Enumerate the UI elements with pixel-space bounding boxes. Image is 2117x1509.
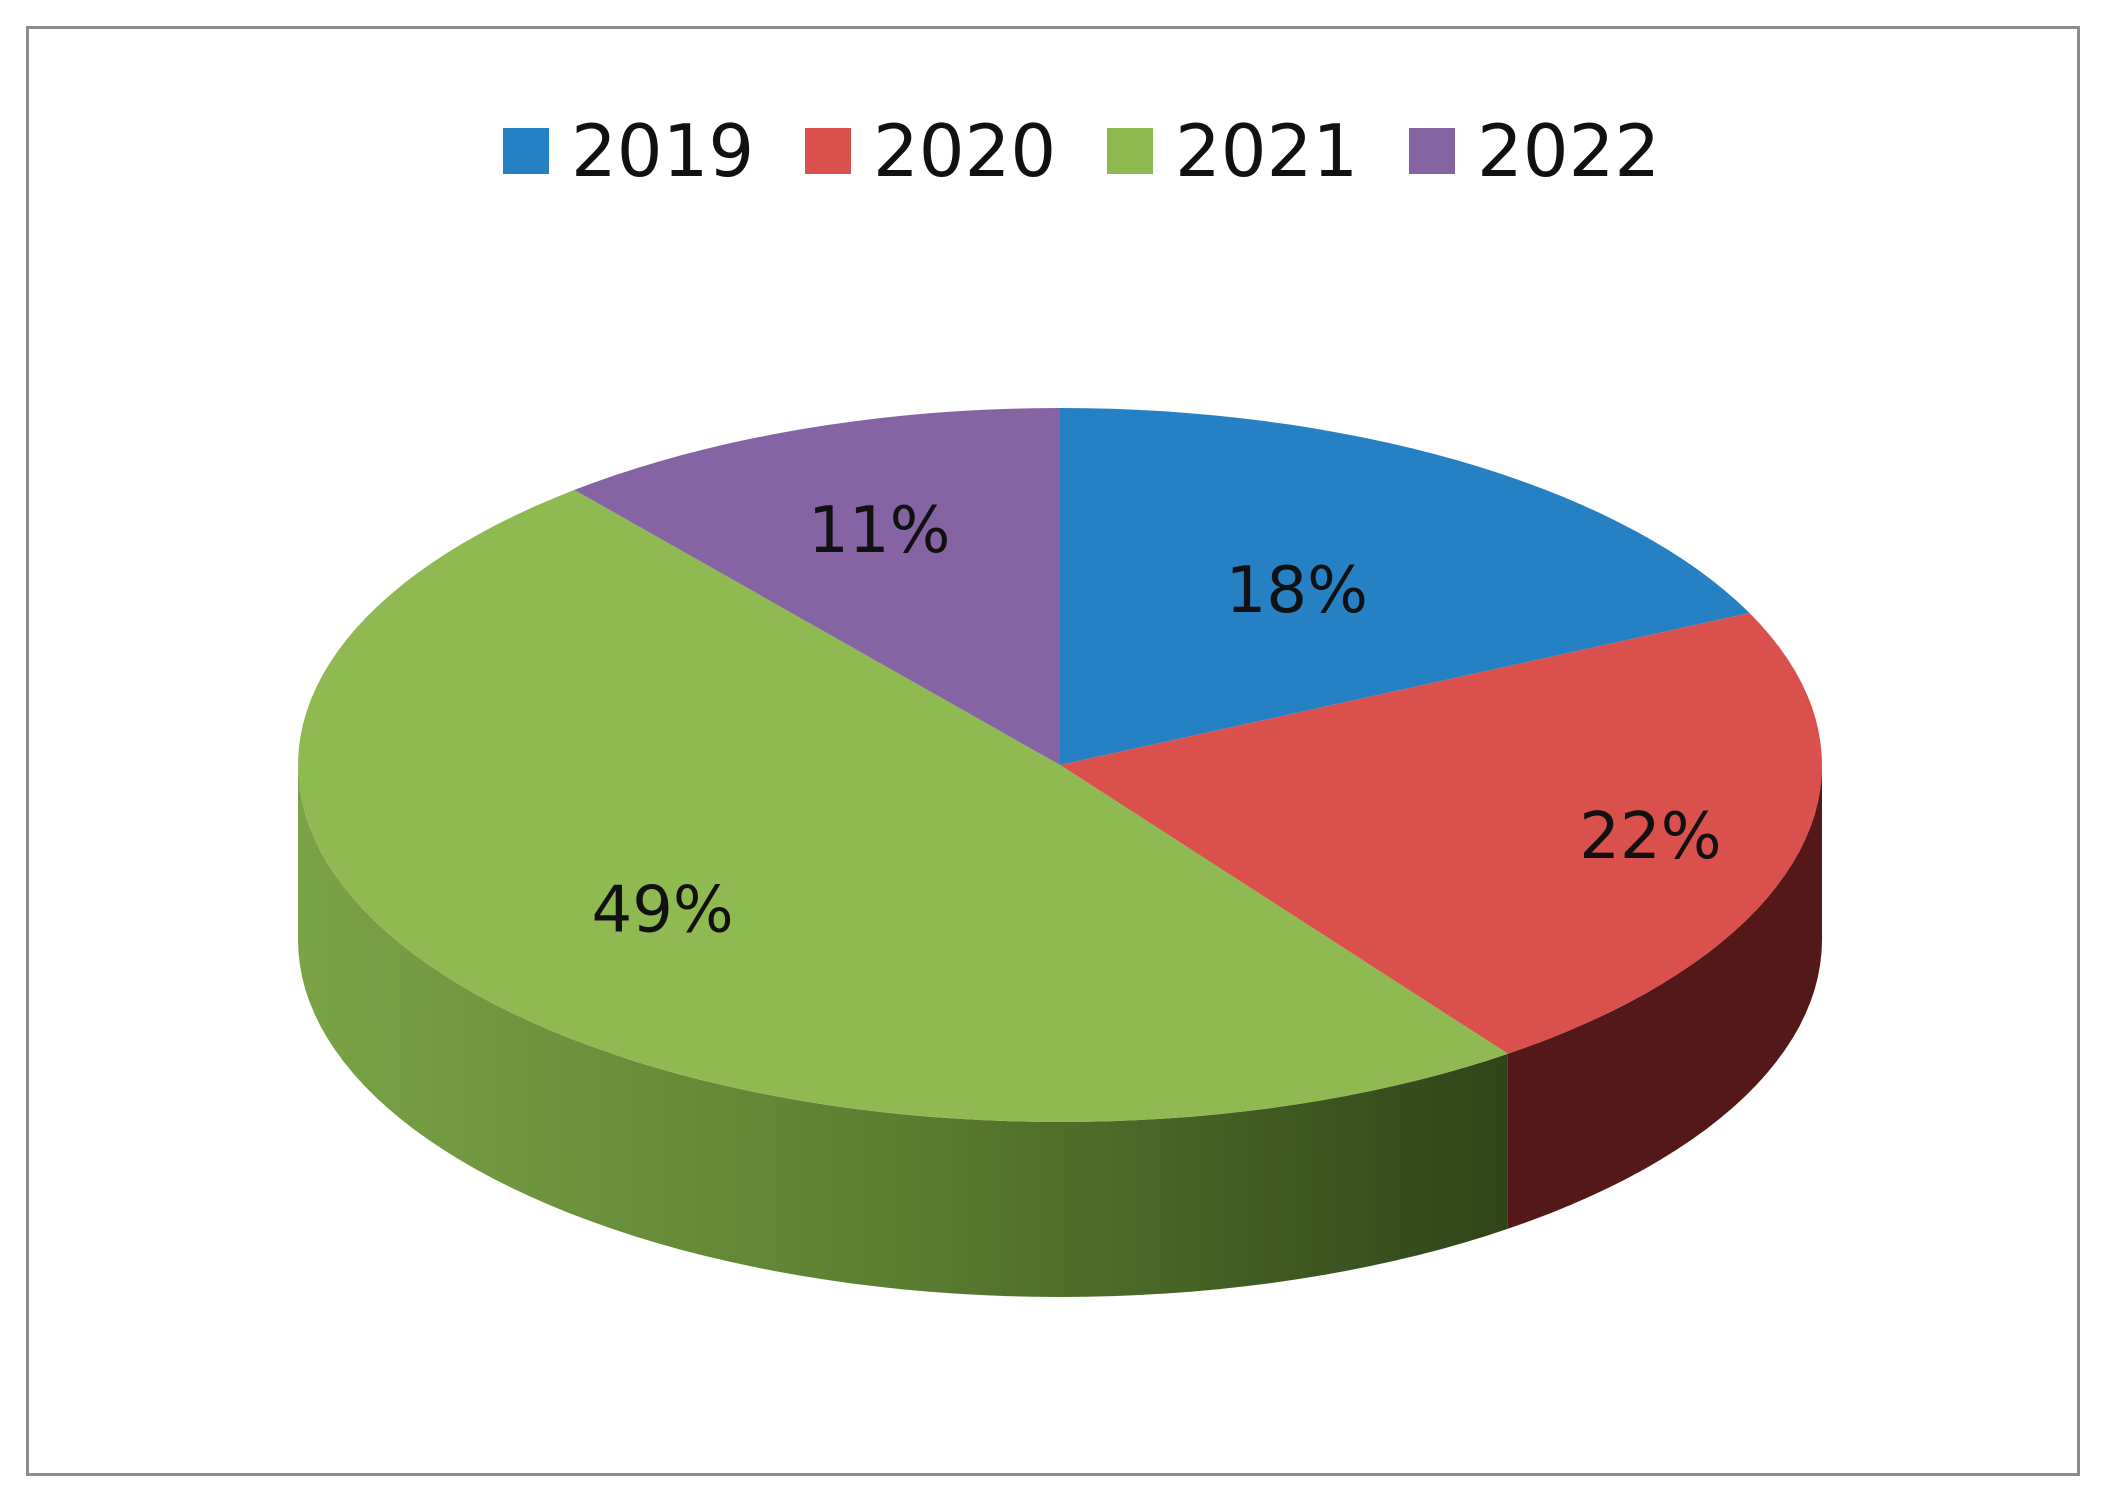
data-label-2022: 11% [808,494,950,568]
legend-swatch-2020 [805,128,851,174]
legend-swatch-2019 [503,128,549,174]
pie-slice-2021 [298,489,1508,1122]
legend-label-2019: 2019 [571,109,754,193]
data-label-2019: 18% [1226,554,1368,628]
pie-slice-2022 [574,408,1060,765]
pie-slice-2019 [1060,408,1750,765]
pie-slices [298,408,1822,1122]
pie-side-2021 [298,765,1508,1297]
data-label-2021: 49% [591,873,733,947]
pie-slice-2020 [1060,613,1822,1054]
legend-label-2022: 2022 [1477,109,1660,193]
pie-data-labels: 18% 22% 49% 11% [591,494,1721,948]
data-label-2020: 22% [1579,800,1721,874]
legend-swatch-2022 [1409,128,1455,174]
pie-sides [298,765,1822,1297]
legend-swatch-2021 [1107,128,1153,174]
legend-label-2021: 2021 [1175,109,1358,193]
pie-side-2020 [1507,765,1822,1229]
chart-legend: 2019 2020 2021 2022 [503,109,1660,193]
legend-label-2020: 2020 [873,109,1056,193]
